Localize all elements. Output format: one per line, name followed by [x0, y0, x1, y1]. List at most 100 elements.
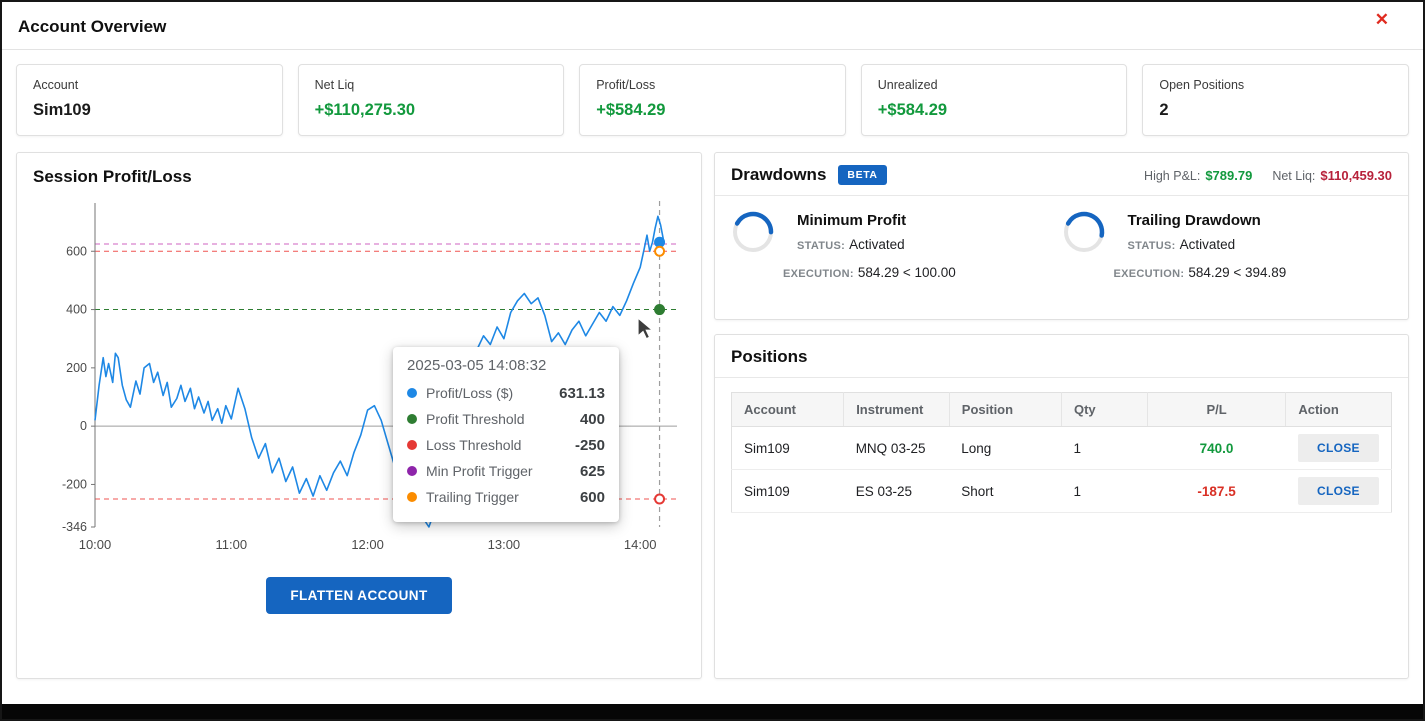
chart-area: 600 400 200 0 -200 -346 10:00 11:00 12:00 13:00 14… [33, 197, 685, 561]
page-title: Account Overview [18, 17, 167, 36]
series-dot-icon [407, 414, 417, 424]
tooltip-label: Profit Threshold [426, 411, 525, 427]
series-dot-icon [407, 440, 417, 450]
cell-instrument: ES 03-25 [843, 469, 950, 513]
status-value: Activated [849, 237, 905, 252]
stat-cards-row: Account Sim109 Net Liq +$110,275.30 Prof… [16, 64, 1409, 136]
tooltip-row: Loss Threshold -250 [407, 432, 605, 458]
svg-text:0: 0 [80, 419, 87, 433]
svg-text:14:00: 14:00 [624, 537, 657, 552]
net-liq-stat: Net Liq: $110,459.30 [1272, 168, 1392, 183]
tooltip-value: 625 [579, 462, 605, 480]
main-content: Session Profit/Loss 600 400 200 0 -200 -346 10… [16, 152, 1409, 679]
svg-text:600: 600 [66, 244, 87, 258]
window-header: Account Overview ✕ [2, 2, 1423, 50]
cell-account: Sim109 [731, 426, 844, 470]
stat-value: Sim109 [33, 101, 91, 119]
right-column: Drawdowns BETA High P&L: $789.79 Net Liq:… [714, 152, 1409, 679]
svg-text:400: 400 [66, 303, 87, 317]
beta-badge: BETA [838, 165, 887, 185]
stat-value: +$110,275.30 [314, 101, 416, 119]
close-position-button[interactable]: CLOSE [1297, 477, 1379, 505]
col-header-instrument: Instrument [843, 392, 950, 427]
execution-value: 584.29 < 100.00 [857, 265, 956, 280]
gauge-title: Minimum Profit [797, 212, 907, 229]
stat-card-open-positions: Open Positions 2 [1142, 64, 1409, 136]
col-header-position: Position [949, 392, 1062, 427]
tooltip-row: Min Profit Trigger 625 [407, 458, 605, 484]
tooltip-timestamp: 2025-03-05 14:08:32 [407, 357, 547, 374]
stat-label: Unrealized [877, 78, 938, 92]
stat-value: 2 [1159, 101, 1169, 119]
tooltip-value: 631.13 [559, 384, 605, 402]
gauge-execution: EXECUTION: 584.29 < 394.89 [1114, 265, 1393, 280]
high-pl-value: $789.79 [1205, 167, 1253, 183]
positions-table: Account Instrument Position Qty P/L Acti… [731, 392, 1392, 513]
gauge-status: STATUS: Activated [797, 237, 906, 252]
execution-label: EXECUTION: [783, 268, 854, 280]
drawdowns-stats: High P&L: $789.79 Net Liq: $110,459.30 [1144, 168, 1392, 183]
stat-label: Account [33, 78, 79, 92]
svg-text:-200: -200 [62, 477, 87, 491]
cell-pl: -187.5 [1147, 469, 1286, 513]
tooltip-value: 400 [579, 410, 605, 428]
svg-text:200: 200 [66, 361, 87, 375]
tooltip-label: Profit/Loss ($) [426, 385, 514, 401]
close-icon[interactable]: ✕ [1374, 10, 1389, 29]
chart-tooltip: 2025-03-05 14:08:32 Profit/Loss ($) 631.… [393, 347, 619, 522]
col-header-action: Action [1285, 392, 1392, 427]
svg-text:12:00: 12:00 [351, 537, 384, 552]
stat-card-net-liq: Net Liq +$110,275.30 [297, 64, 565, 136]
positions-header-row: Account Instrument Position Qty P/L Acti… [731, 392, 1392, 427]
cell-qty: 1 [1061, 426, 1148, 470]
drawdowns-title: Drawdowns [731, 165, 827, 184]
svg-text:10:00: 10:00 [79, 537, 112, 552]
tooltip-label: Min Profit Trigger [426, 463, 533, 479]
flatten-account-button[interactable]: FLATTEN ACCOUNT [266, 577, 452, 614]
tooltip-label: Trailing Trigger [426, 489, 519, 505]
positions-title: Positions [731, 347, 808, 366]
tooltip-value: -250 [574, 436, 605, 454]
gauge-execution: EXECUTION: 584.29 < 100.00 [783, 265, 1062, 280]
stat-label: Net Liq [314, 78, 355, 92]
gauge-title: Trailing Drawdown [1127, 212, 1261, 229]
series-dot-icon [407, 466, 417, 476]
tooltip-row: Profit Threshold 400 [407, 406, 605, 432]
cell-instrument: MNQ 03-25 [843, 426, 950, 470]
stat-card-profit-loss: Profit/Loss +$584.29 [579, 64, 846, 136]
divider [715, 377, 1408, 378]
tooltip-row: Trailing Trigger 600 [407, 484, 605, 510]
session-pl-chart[interactable]: 600 400 200 0 -200 -346 10:00 11:00 12:00 13:00 14… [33, 197, 685, 561]
series-dot-icon [407, 492, 417, 502]
drawdowns-panel: Drawdowns BETA High P&L: $789.79 Net Liq:… [714, 152, 1409, 320]
drawdowns-header: Drawdowns BETA High P&L: $789.79 Net Liq:… [731, 165, 1392, 185]
table-row: Sim109 ES 03-25 Short 1 -187.5 CLOSE [731, 469, 1392, 513]
gauge-ring-icon [1063, 211, 1104, 253]
session-pl-panel: Session Profit/Loss 600 400 200 0 -200 -346 10… [16, 152, 702, 679]
tooltip-value: 600 [579, 488, 605, 506]
session-pl-title: Session Profit/Loss [33, 167, 192, 186]
net-liq-value: $110,459.30 [1320, 167, 1392, 183]
status-value: Activated [1179, 237, 1236, 252]
positions-panel: Positions Account Instrument Position Qt… [714, 334, 1409, 679]
gauge-ring-icon [732, 211, 774, 253]
stat-label: Profit/Loss [596, 78, 656, 92]
cell-position: Long [949, 426, 1062, 470]
status-label: STATUS: [1127, 240, 1176, 252]
status-label: STATUS: [797, 240, 846, 252]
execution-value: 584.29 < 394.89 [1188, 265, 1287, 280]
tooltip-label: Loss Threshold [426, 437, 522, 453]
gauge-trailing-drawdown: Trailing Drawdown STATUS: Activated EXECU… [1062, 210, 1393, 280]
series-dot-icon [407, 388, 417, 398]
close-position-button[interactable]: CLOSE [1297, 434, 1379, 462]
stat-card-account: Account Sim109 [16, 64, 283, 136]
col-header-account: Account [731, 392, 845, 427]
cell-position: Short [949, 469, 1062, 513]
stat-label: Open Positions [1159, 78, 1245, 92]
cell-qty: 1 [1061, 469, 1148, 513]
col-header-pl: P/L [1147, 392, 1287, 427]
col-header-qty: Qty [1061, 392, 1148, 427]
svg-text:11:00: 11:00 [216, 537, 248, 552]
svg-text:13:00: 13:00 [488, 537, 521, 552]
